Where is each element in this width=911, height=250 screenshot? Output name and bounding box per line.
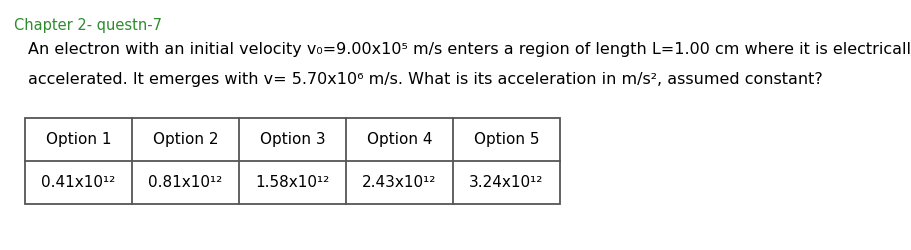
Text: Option 2: Option 2: [153, 132, 219, 147]
Text: Option 1: Option 1: [46, 132, 111, 147]
Text: accelerated. It emerges with v= 5.70x10⁶ m/s. What is its acceleration in m/s², : accelerated. It emerges with v= 5.70x10⁶…: [28, 72, 823, 87]
Text: An electron with an initial velocity v₀=9.00x10⁵ m/s enters a region of length L: An electron with an initial velocity v₀=…: [28, 42, 911, 57]
Text: 0.81x10¹²: 0.81x10¹²: [148, 175, 222, 190]
Text: Option 3: Option 3: [260, 132, 325, 147]
Text: 0.41x10¹²: 0.41x10¹²: [41, 175, 116, 190]
Text: 3.24x10¹²: 3.24x10¹²: [469, 175, 544, 190]
Text: Chapter 2- questn-7: Chapter 2- questn-7: [14, 18, 162, 33]
Bar: [25, 118, 560, 204]
Text: Option 4: Option 4: [367, 132, 432, 147]
Text: 2.43x10¹²: 2.43x10¹²: [363, 175, 436, 190]
Text: 1.58x10¹²: 1.58x10¹²: [255, 175, 330, 190]
Text: Option 5: Option 5: [474, 132, 539, 147]
